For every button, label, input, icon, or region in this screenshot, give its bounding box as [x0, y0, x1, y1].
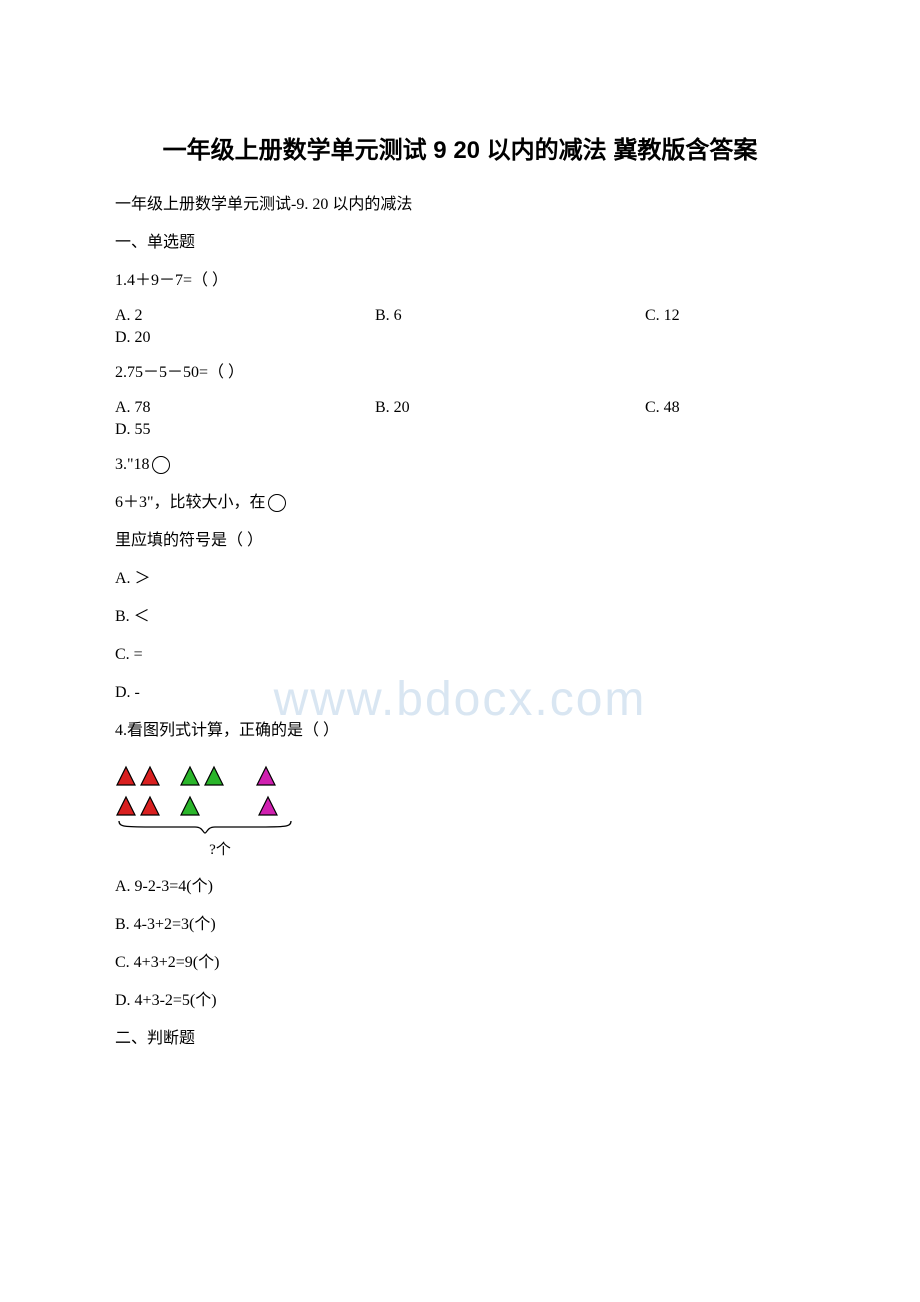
q4-opt-c: C. 4+3+2=9(个) — [115, 951, 805, 975]
circle-icon — [152, 456, 170, 474]
q1-opt-b: B. 6 — [375, 307, 645, 325]
triangle-red-icon — [115, 765, 137, 787]
q3-line-1: 3."18 — [115, 453, 805, 477]
page-content: 一年级上册数学单元测试 9 20 以内的减法 冀教版含答案 一年级上册数学单元测… — [115, 130, 805, 1051]
q1-options-row1: A. 2 B. 6 C. 12 — [115, 307, 805, 325]
q2-opt-d: D. 55 — [115, 421, 805, 439]
q4-figure: ?个 — [115, 757, 325, 859]
triangle-magenta-icon — [255, 765, 277, 787]
q3-line-3: 里应填的符号是（ ） — [115, 529, 805, 553]
q2-options-row1: A. 78 B. 20 C. 48 — [115, 399, 805, 417]
q2-opt-b: B. 20 — [375, 399, 645, 417]
q3-text-2: 6＋3"，比较大小，在 — [115, 494, 266, 511]
q1-opt-a: A. 2 — [115, 307, 375, 325]
triangle-row-2 — [115, 787, 325, 817]
q1-opt-c: C. 12 — [645, 307, 785, 325]
q3-line-2: 6＋3"，比较大小，在 — [115, 491, 805, 515]
q3-text-1: 3."18 — [115, 456, 150, 473]
q3-opt-d: D. - — [115, 681, 805, 705]
triangle-row-1 — [115, 757, 325, 787]
subtitle: 一年级上册数学单元测试-9. 20 以内的减法 — [115, 193, 805, 217]
triangle-green-icon — [179, 765, 201, 787]
triangle-red-icon — [139, 795, 161, 817]
triangle-magenta-icon — [257, 795, 279, 817]
q4-opt-a: A. 9-2-3=4(个) — [115, 875, 805, 899]
section-1-heading: 一、单选题 — [115, 231, 805, 255]
triangle-red-icon — [115, 795, 137, 817]
triangle-red-icon — [139, 765, 161, 787]
q1-stem: 1.4＋9－7=（ ） — [115, 269, 805, 293]
q4-stem: 4.看图列式计算，正确的是（ ） — [115, 719, 805, 743]
page-title: 一年级上册数学单元测试 9 20 以内的减法 冀教版含答案 — [115, 130, 805, 165]
q3-opt-c: C. = — [115, 643, 805, 667]
triangle-green-icon — [179, 795, 201, 817]
q1-opt-d: D. 20 — [115, 329, 805, 347]
q2-opt-a: A. 78 — [115, 399, 375, 417]
q4-opt-b: B. 4-3+2=3(个) — [115, 913, 805, 937]
q4-brace-label: ?个 — [115, 838, 325, 859]
q3-opt-a: A. ＞ — [115, 567, 805, 591]
q3-opt-b: B. ＜ — [115, 605, 805, 629]
section-2-heading: 二、判断题 — [115, 1027, 805, 1051]
q2-opt-c: C. 48 — [645, 399, 785, 417]
q2-stem: 2.75－5－50=（ ） — [115, 361, 805, 385]
circle-icon — [268, 494, 286, 512]
brace-icon — [115, 819, 325, 840]
triangle-green-icon — [203, 765, 225, 787]
q4-opt-d: D. 4+3-2=5(个) — [115, 989, 805, 1013]
